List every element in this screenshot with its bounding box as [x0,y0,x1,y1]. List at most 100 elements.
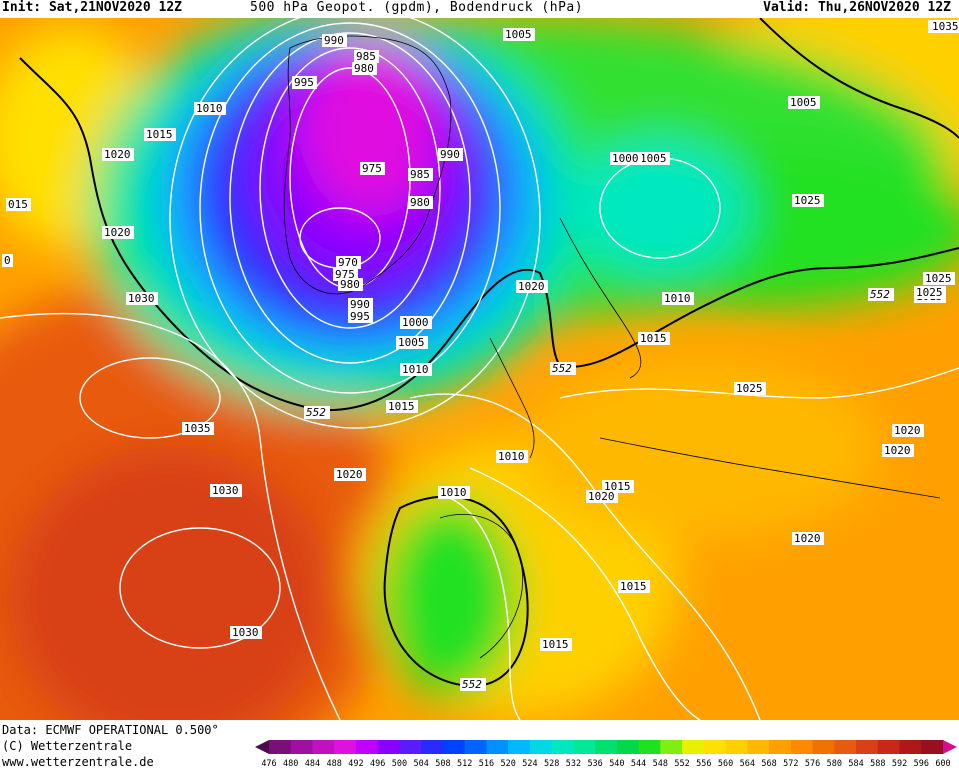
svg-text:985: 985 [410,168,430,181]
isobar-label: 1030 [210,484,242,497]
svg-text:1015: 1015 [542,638,569,651]
colorbar-tick-label: 572 [783,759,798,769]
forecast-map: 990 985 980 995 1005 1010 1015 1020 1025 975 990 98… [0,18,959,720]
colorbar-arrow-low [255,740,269,754]
isobar-label: 1015 [638,332,670,345]
svg-text:1025: 1025 [916,286,943,299]
website-link[interactable]: www.wetterzentrale.de [2,755,154,769]
isobar-label: 980 [338,278,363,291]
isobar-label: 1010 [496,450,528,463]
svg-text:990: 990 [440,148,460,161]
colorbar-cell [703,740,727,754]
colorbar-legend: 476 480 484 488 492 496 500 504 508 512 516 520 524 5… [255,740,957,769]
colorbar-tick-label: 584 [848,759,863,769]
colorbar-cell [616,740,640,754]
svg-text:1010: 1010 [498,450,525,463]
colorbar-tick-label: 480 [283,759,298,769]
isobar-label: 1015 [618,580,650,593]
colorbar-cell [421,740,444,754]
colorbar-cell [551,740,574,754]
svg-text:1025: 1025 [736,382,763,395]
isobar-label: 1025 [734,382,766,395]
isobar-label: 1020 [102,226,134,239]
svg-text:1020: 1020 [104,148,131,161]
colorbar-cell [399,740,422,754]
geopot-label: 552 [304,406,330,419]
svg-text:1015: 1015 [388,400,415,413]
geopot-label: 552 [460,678,486,691]
colorbar-tick-label: 540 [609,759,624,769]
colorbar-tick-label: 476 [261,759,276,769]
colorbar-cell [812,740,835,754]
colorbar-tick-label: 536 [587,759,602,769]
colorbar-cell [790,740,814,754]
colorbar-cell [725,740,748,754]
isobar-label: 985 [408,168,433,181]
svg-text:1005: 1005 [505,28,532,41]
svg-text:1035: 1035 [184,422,211,435]
colorbar-tick-label: 544 [631,759,646,769]
colorbar-tick-label: 532 [566,759,581,769]
colorbar-cell [638,740,661,754]
colorbar-cell [877,740,901,754]
colorbar-cell [355,740,379,754]
colorbar-cell [921,740,944,754]
geopot-label: 552 [868,288,894,301]
colorbar-tick-label: 508 [435,759,450,769]
svg-text:1005: 1005 [640,152,667,165]
colorbar-arrow-high [943,740,957,754]
svg-text:1010: 1010 [402,363,429,376]
geopot-label: 552 [550,362,576,375]
isobar-label: 1035 [182,422,214,435]
colorbar-tick-label: 564 [740,759,755,769]
svg-text:1030: 1030 [232,626,259,639]
isobar-label: 990 [348,298,373,311]
colorbar-tick-label: 500 [392,759,407,769]
colorbar-cell [377,740,400,754]
isobar-label: 1000 [400,316,432,329]
colorbar-tick-label: 560 [718,759,733,769]
svg-text:1020: 1020 [104,226,131,239]
svg-text:1010: 1010 [196,102,223,115]
svg-text:1020: 1020 [794,532,821,545]
svg-text:0: 0 [4,254,11,267]
colorbar-tick-label: 576 [805,759,820,769]
svg-text:975: 975 [362,162,382,175]
colorbar-tick-label: 528 [544,759,559,769]
colorbar-cell [856,740,879,754]
svg-text:1000: 1000 [402,316,429,329]
colorbar-tick-label: 484 [305,759,320,769]
svg-text:975: 975 [335,268,355,281]
colorbar-tick-label: 516 [479,759,494,769]
isobar-label: 1005 [503,28,535,41]
svg-text:552: 552 [462,678,482,691]
colorbar-tick-label: 580 [827,759,842,769]
colorbar-cell [508,740,531,754]
colorbar-tick-label: 552 [674,759,689,769]
coastlines [283,35,941,659]
svg-text:980: 980 [340,278,360,291]
isobar-label: 1020 [892,424,924,437]
svg-text:1015: 1015 [620,580,647,593]
svg-text:995: 995 [350,310,370,323]
svg-text:1000: 1000 [612,152,639,165]
colorbar-tick-label: 520 [500,759,515,769]
geopotential-field [0,18,959,720]
colorbar-tick-label: 512 [457,759,472,769]
map-title: 500 hPa Geopot. (gpdm), Bodendruck (hPa) [250,0,584,15]
isobar-label: 1015 [386,400,418,413]
svg-text:1010: 1010 [664,292,691,305]
isobar-label: 1035 [930,20,959,33]
isobar-label: 1025 [923,272,955,285]
isobar-label: 1015 [602,480,634,493]
colorbar-cell [747,740,770,754]
colorbar-tick-label: 588 [870,759,885,769]
svg-text:552: 552 [552,362,572,375]
colorbar-cell [334,740,357,754]
valid-time: Valid: Thu,26NOV2020 12Z [763,0,951,15]
isobar-label: 995 [292,76,317,89]
isobar-label: 1010 [662,292,694,305]
svg-text:980: 980 [354,62,374,75]
colorbar-cell [769,740,792,754]
